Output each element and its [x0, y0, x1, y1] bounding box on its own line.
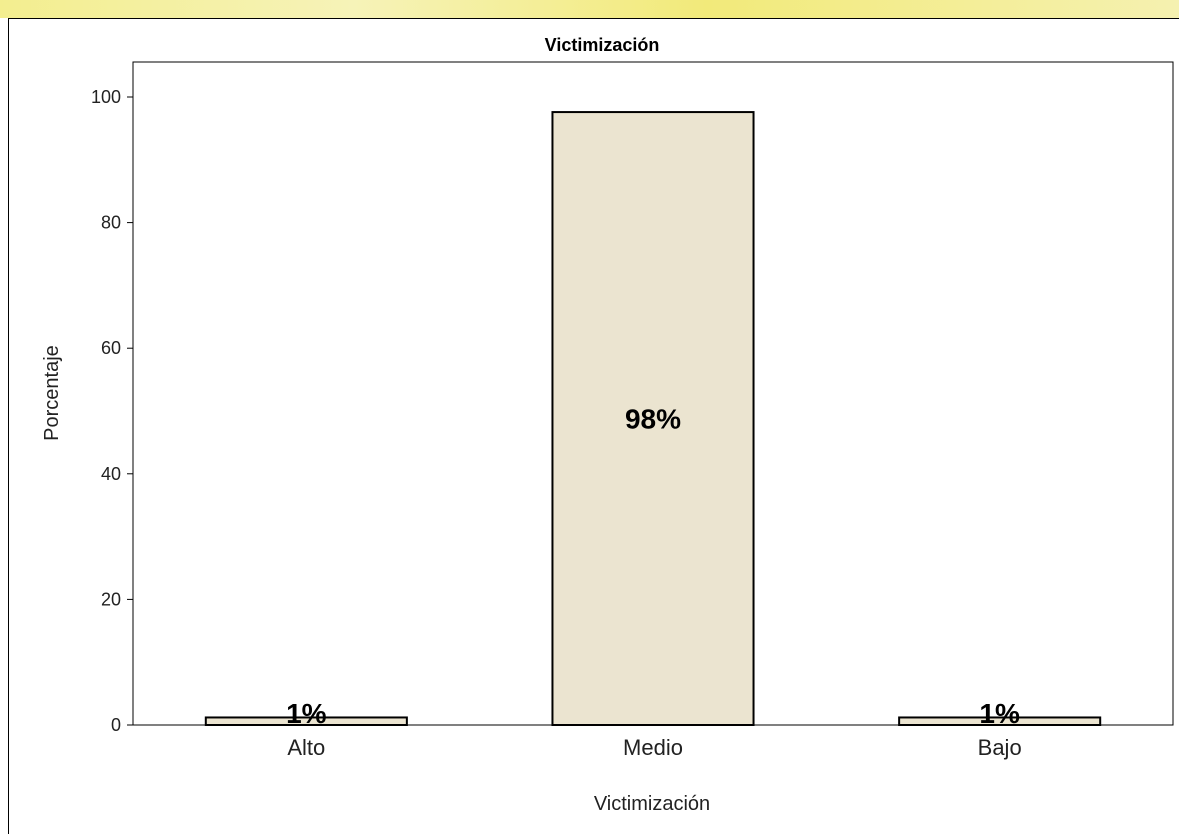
x-axis: Alto Medio Bajo: [287, 735, 1021, 760]
y-tick-label: 60: [101, 338, 121, 358]
data-label-medio: 98%: [625, 404, 681, 435]
y-tick-label: 0: [111, 715, 121, 735]
y-tick-label: 40: [101, 464, 121, 484]
chart-title: Victimización: [545, 35, 660, 55]
y-tick-label: 100: [91, 87, 121, 107]
decorative-top-band: [0, 0, 1179, 18]
x-tick-label-medio: Medio: [623, 735, 683, 760]
data-label-bajo: 1%: [979, 698, 1020, 729]
x-tick-label-bajo: Bajo: [978, 735, 1022, 760]
bar-alto: [204, 716, 408, 726]
bar-bajo: [898, 716, 1102, 726]
y-tick-label: 20: [101, 589, 121, 609]
x-axis-title: Victimización: [594, 793, 710, 815]
data-label-alto: 1%: [286, 698, 327, 729]
bars: 1% 98% 1%: [204, 111, 1102, 729]
x-tick-label-alto: Alto: [287, 735, 325, 760]
y-axis-title: Porcentaje: [41, 345, 63, 441]
y-tick-label: 80: [101, 213, 121, 233]
y-axis: 0 20 40 60 80 100: [91, 87, 133, 735]
bar-medio: [551, 111, 755, 726]
